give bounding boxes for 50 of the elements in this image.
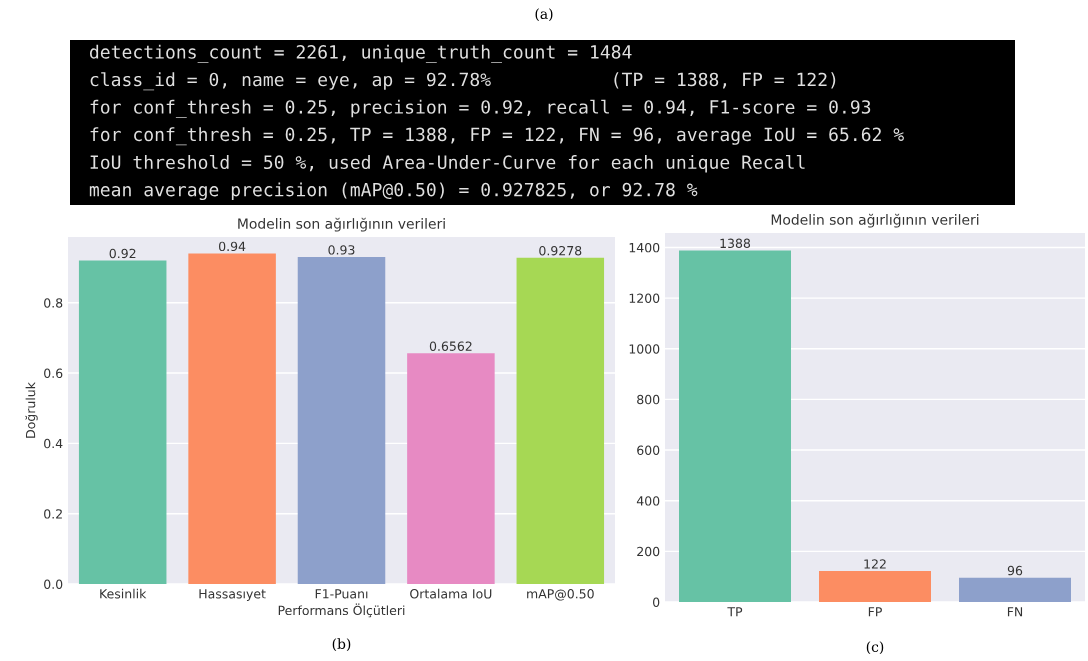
- bar: [407, 353, 495, 584]
- bar: [188, 253, 276, 584]
- text: mean average precision (mAP@0.50) = 0.927825, or 92.78 %: [89, 182, 698, 201]
- data-label: 122: [864, 559, 886, 569]
- x-axis-title: Performans Ölçütleri: [278, 603, 405, 618]
- data-label: 0.94: [219, 241, 246, 252]
- bar: [679, 250, 791, 602]
- text: (c): [866, 641, 884, 654]
- y-tick-label: 0.0: [44, 579, 63, 589]
- y-tick-label: 200: [637, 546, 660, 557]
- y-tick-label: 0.6: [44, 368, 63, 378]
- x-tick-label: Kesinlik: [100, 588, 147, 599]
- x-tick-label: Ortalama IoU: [410, 588, 492, 599]
- x-tick-label: F1-Puanı: [315, 589, 368, 599]
- text: IoU threshold = 50 %, used Area-Under-Curve for each unique Recall: [90, 154, 805, 173]
- y-tick-label: 0.8: [44, 298, 63, 308]
- text: class_id = 0, name = eye, ap = 92.78% (TP = 1388, FP = 122): [90, 72, 836, 91]
- y-tick-label: 800: [637, 394, 660, 405]
- x-tick-label: FN: [1007, 607, 1023, 617]
- data-label: 0.9278: [539, 245, 582, 256]
- data-label: 1388: [720, 238, 751, 249]
- y-tick-label: 0.4: [44, 438, 63, 449]
- bar: [516, 257, 605, 584]
- y-tick-label: 400: [636, 496, 660, 506]
- text: for conf_thresh = 0.25, precision = 0.92, recall = 0.94, F1-score = 0.93: [90, 99, 871, 118]
- x-tick-label: mAP@0.50: [527, 589, 594, 601]
- text: for conf_thresh = 0.25, TP = 1388, FP = 122, FN = 96, average IoU = 65.62 %: [90, 127, 904, 146]
- y-tick-label: 600: [637, 445, 660, 455]
- bar: [959, 577, 1071, 602]
- bar: [78, 260, 167, 584]
- x-tick-label: Hassasıyet: [199, 589, 266, 601]
- y-tick-label: 0: [653, 597, 660, 607]
- y-tick-label: 1200: [629, 293, 660, 304]
- data-label: 96: [1007, 565, 1023, 576]
- y-tick-label: 1400: [629, 242, 660, 253]
- x-tick-label: TP: [727, 607, 743, 617]
- y-tick-label: 1000: [629, 344, 660, 354]
- bar: [297, 257, 386, 584]
- x-tick-label: FP: [868, 607, 882, 617]
- text: detections_count = 2261, unique_truth_count = 1484: [89, 44, 632, 63]
- bar: [819, 571, 931, 602]
- data-label: 0.92: [109, 248, 136, 259]
- text: (a): [535, 8, 553, 21]
- y-tick-label: 0.2: [44, 509, 62, 519]
- chart-title: Modelin son ağırlığının verileri: [771, 213, 979, 228]
- chart-title: Modelin son ağırlığının verileri: [238, 217, 445, 232]
- data-label: 0.93: [328, 245, 355, 255]
- y-axis-title: Doğruluk: [25, 382, 38, 438]
- text: (b): [332, 638, 351, 651]
- data-label: 0.6562: [429, 341, 472, 351]
